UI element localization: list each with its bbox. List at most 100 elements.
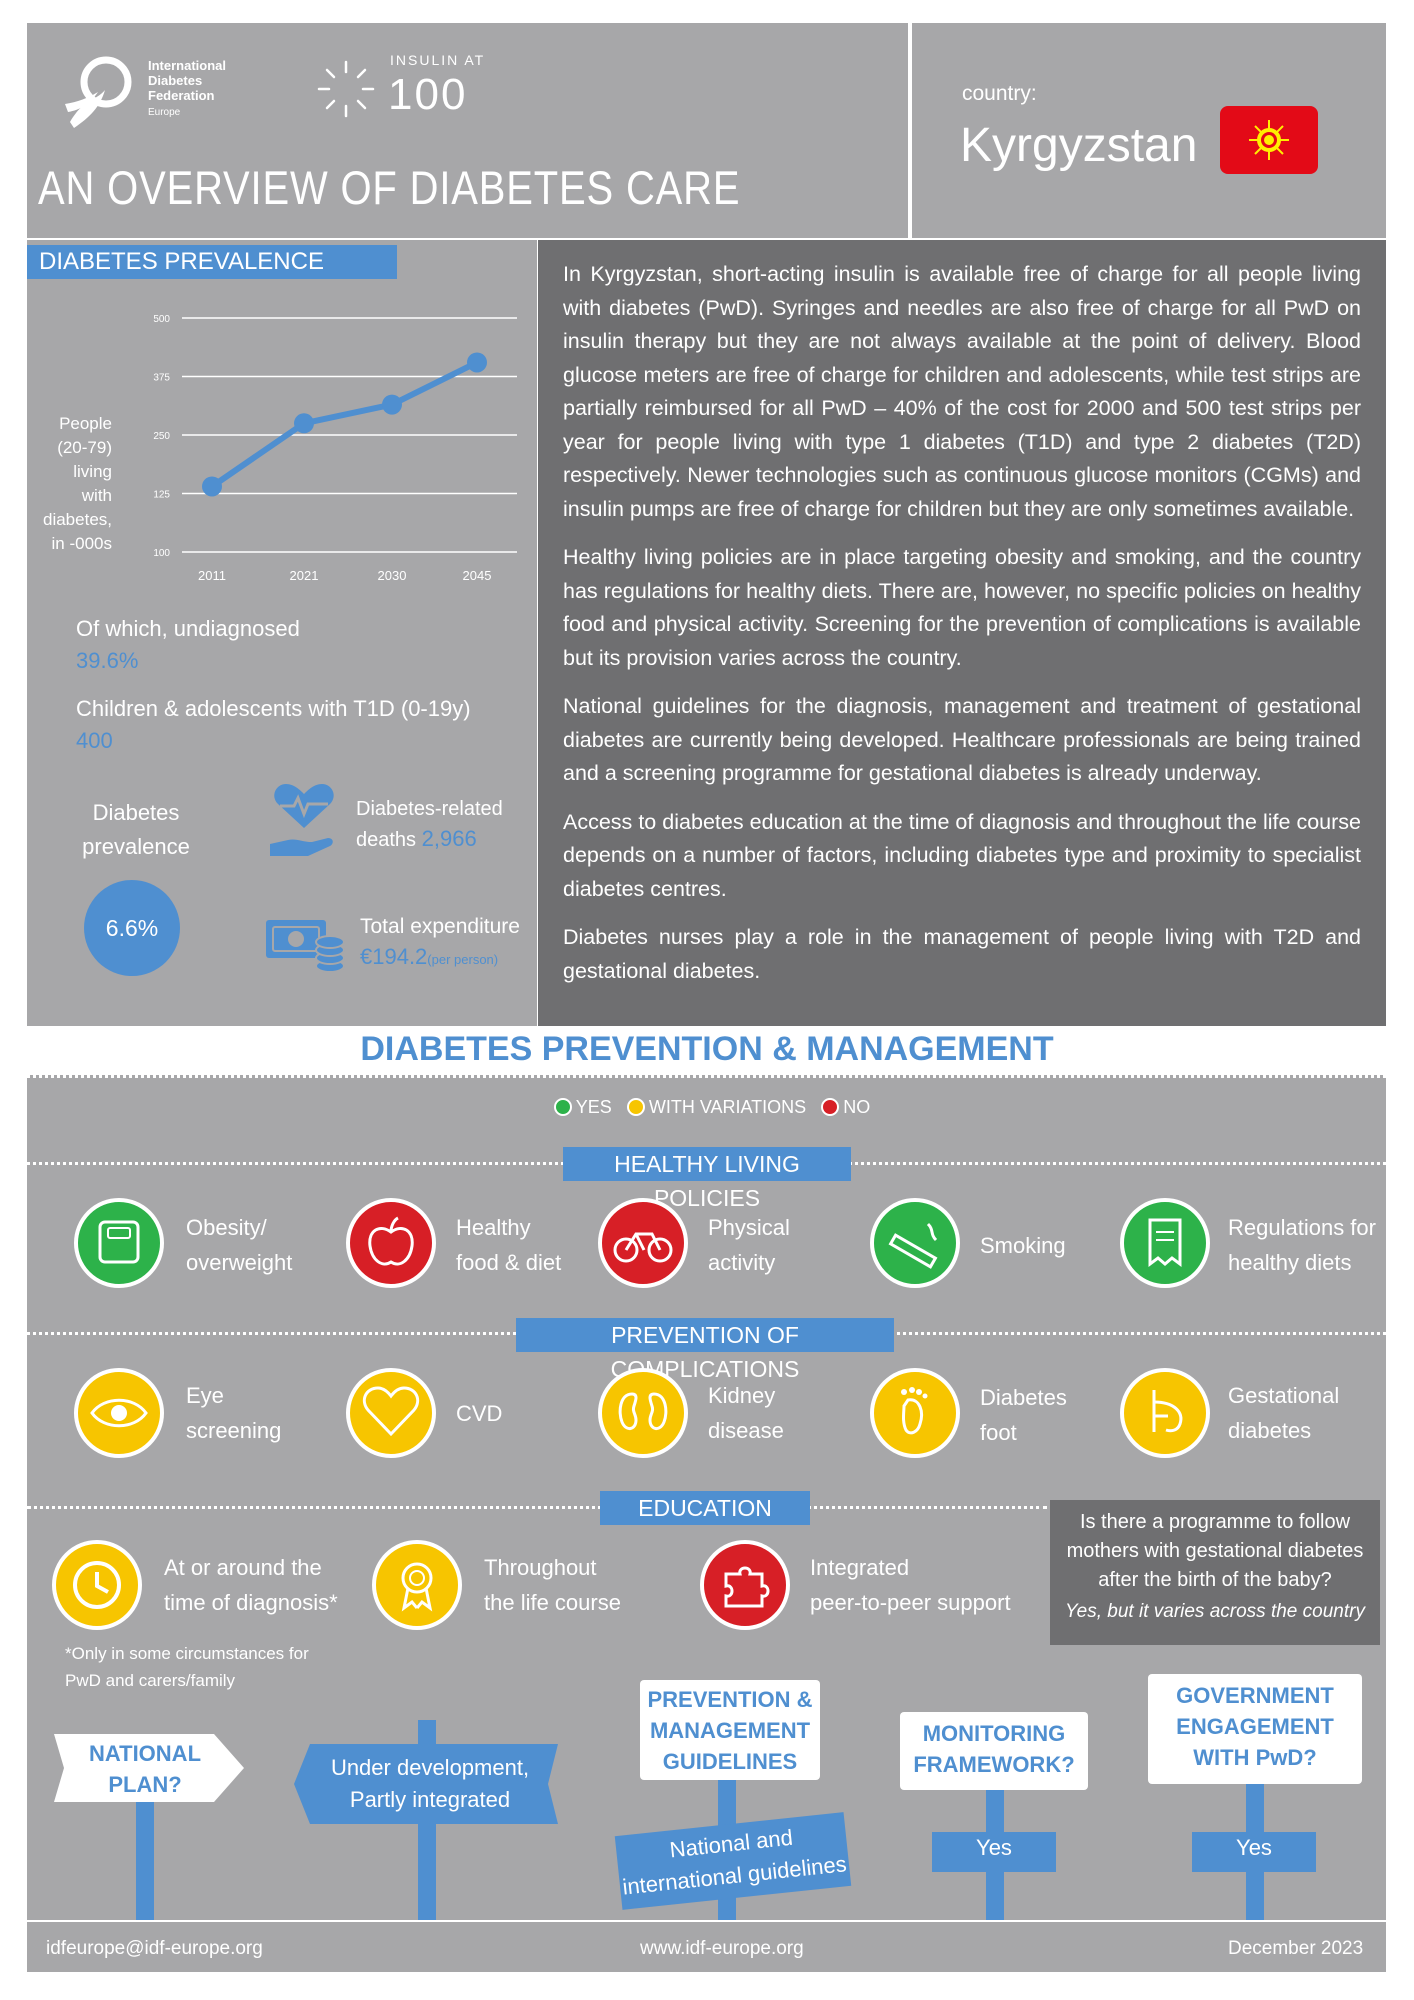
chart-data-point	[202, 476, 222, 497]
prevalence-series-line	[210, 359, 479, 489]
education-label: At or around the time of diagnosis*	[164, 1550, 338, 1620]
label-line: overweight	[186, 1250, 293, 1275]
footer	[27, 1922, 1386, 1972]
x-tick-label: 2011	[198, 568, 226, 583]
question-line: Is there a programme to follow	[1079, 1511, 1351, 1533]
bicycle-icon	[598, 1198, 688, 1288]
legend-no-label: NO	[843, 1097, 871, 1117]
deaths-value: 2,966	[421, 826, 477, 851]
prevalence-label: Diabetes prevalence	[76, 796, 196, 864]
complications-title: PREVENTION OF COMPLICATIONS	[516, 1318, 894, 1382]
chart-data-point	[294, 413, 314, 434]
question-answer: Yes, but it varies across the country	[1065, 1601, 1365, 1622]
label-line: At or around the	[164, 1555, 322, 1580]
y-tick-label: 250	[153, 431, 170, 442]
pregnancy-icon	[1120, 1368, 1210, 1458]
country-name: Kyrgyzstan	[960, 119, 1198, 172]
legend-variations-dot	[626, 1098, 645, 1116]
label-line: disease	[708, 1418, 784, 1443]
summary-panel	[538, 240, 1386, 1026]
summary-paragraph: Access to diabetes education at the time…	[563, 809, 1361, 901]
sign-line: MANAGEMENT	[649, 1718, 811, 1743]
puzzle-icon	[700, 1540, 790, 1630]
scale-icon	[74, 1198, 164, 1288]
government-answer: Yes	[1192, 1832, 1316, 1872]
money-coins-icon	[266, 920, 345, 973]
healthy-living-label: Physical activity	[708, 1210, 790, 1280]
x-tick-label: 2021	[290, 568, 319, 583]
label-line: Eye	[186, 1383, 224, 1408]
header-banner	[27, 23, 1386, 238]
label-line: Throughout	[484, 1555, 597, 1580]
deaths-label: Diabetes-related	[356, 798, 503, 820]
healthy-living-label: Regulations for healthy diets	[1228, 1210, 1376, 1280]
national-plan-question: NATIONAL PLAN?	[60, 1738, 230, 1800]
y-axis-label-line: living	[73, 462, 112, 481]
footer-website-link[interactable]: www.idf-europe.org	[640, 1938, 804, 1959]
footnote-line: PwD and carers/family	[65, 1671, 236, 1690]
y-axis-label-line: People	[59, 414, 112, 433]
label-line: Physical	[708, 1215, 790, 1240]
sign-line: PLAN?	[108, 1772, 182, 1797]
national-plan-answer: Under development, Partly integrated	[310, 1752, 550, 1816]
ribbon-icon	[372, 1540, 462, 1630]
summary-paragraph: Healthy living policies are in place tar…	[563, 545, 1361, 670]
summary-text: In Kyrgyzstan, short-acting insulin is a…	[563, 258, 1361, 1003]
prevalence-label-line: Diabetes	[92, 800, 180, 825]
heart-icon	[346, 1368, 436, 1458]
question-line: mothers with gestational diabetes	[1066, 1540, 1364, 1562]
prevalence-line-chart: 100 125 250 375 500 2011 2021 2030 2045	[153, 314, 517, 583]
expenditure-value: €194.2	[360, 944, 428, 969]
chart-data-point	[382, 394, 402, 415]
foot-icon	[870, 1368, 960, 1458]
label-line: food & diet	[456, 1250, 562, 1275]
footer-email-link[interactable]: idfeurope@idf-europe.org	[46, 1938, 263, 1959]
logo-line: Federation	[148, 88, 215, 103]
sign-line: GOVERNMENT	[1176, 1683, 1334, 1708]
y-axis-label-line: diabetes,	[43, 510, 112, 529]
question-line: after the birth of the baby?	[1098, 1569, 1332, 1591]
sign-line: Partly integrated	[349, 1787, 511, 1812]
cigarette-icon	[870, 1198, 960, 1288]
legend-variations-label: WITH VARIATIONS	[648, 1097, 807, 1117]
sunburst-icon	[317, 60, 375, 118]
national-plan-sign	[54, 1734, 244, 1802]
healthy-living-title: HEALTHY LIVING POLICIES	[563, 1147, 851, 1211]
idf-bird-logo-icon	[65, 56, 132, 128]
national-plan-answer-sign	[294, 1744, 558, 1824]
complication-label: CVD	[456, 1401, 503, 1426]
sign-line: NATIONAL	[88, 1741, 202, 1766]
y-axis-label-line: (20-79)	[57, 438, 112, 457]
deaths-label: deaths	[356, 829, 417, 851]
country-label: country:	[962, 82, 1037, 105]
undiagnosed-value: 39.6%	[76, 648, 139, 673]
sign-line: PREVENTION &	[647, 1687, 813, 1712]
label-line: Integrated	[810, 1555, 910, 1580]
expenditure-unit: (per person)	[427, 952, 499, 967]
logo-line: Diabetes	[148, 73, 203, 88]
heart-hand-icon	[270, 784, 334, 856]
sign-line: GUIDELINES	[662, 1749, 798, 1774]
idf-logo-text: International Diabetes Federation Europe	[148, 58, 226, 120]
kidney-icon	[598, 1368, 688, 1458]
signpost-pole	[136, 1790, 154, 1920]
legend-yes-label: YES	[575, 1097, 612, 1117]
insulin-100-label: 100	[388, 70, 468, 119]
y-tick-label: 100	[153, 548, 170, 559]
chart-y-axis-label: People (20-79) living with diabetes, in …	[40, 412, 112, 556]
y-axis-label-line: in -000s	[51, 534, 112, 553]
education-title: EDUCATION	[600, 1491, 810, 1525]
divider	[27, 1075, 1386, 1078]
summary-paragraph: Diabetes nurses play a role in the manag…	[563, 925, 1361, 983]
status-legend: YES WITH VARIATIONS NO	[0, 1097, 1414, 1118]
guidelines-question: PREVENTION & MANAGEMENT GUIDELINES	[640, 1680, 820, 1780]
label-line: Regulations for	[1228, 1215, 1376, 1240]
gestational-followup-box: Is there a programme to follow mothers w…	[1050, 1500, 1380, 1645]
complication-label: Gestational diabetes	[1228, 1378, 1339, 1448]
label-line: healthy diets	[1228, 1250, 1352, 1275]
label-line: the life course	[484, 1590, 621, 1615]
legend-yes-dot	[553, 1098, 572, 1116]
insulin-at-label: INSULIN AT	[390, 52, 486, 68]
children-value: 400	[76, 728, 113, 753]
apple-icon	[346, 1198, 436, 1288]
